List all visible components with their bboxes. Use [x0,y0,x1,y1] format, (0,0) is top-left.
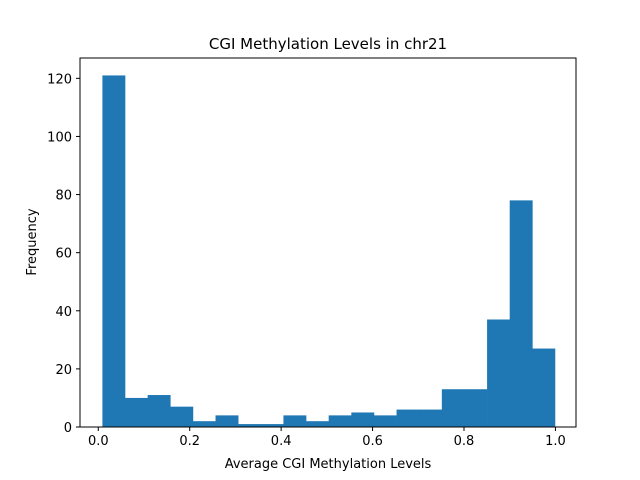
histogram-bar [170,406,194,427]
x-tick-label: 1.0 [545,434,566,449]
y-tick-label: 120 [47,72,72,87]
chart-title: CGI Methylation Levels in chr21 [209,35,447,53]
histogram-bar [192,421,216,427]
x-axis-ticks: 0.0 0.2 0.4 0.6 0.8 1.0 [88,427,566,449]
histogram-bar [260,424,284,427]
histogram-bar [509,200,533,427]
histogram-bar [532,348,556,427]
histogram-bar [328,415,352,427]
histogram-bar [306,421,329,427]
histogram-bar [373,415,397,427]
y-axis-label: Frequency [25,208,40,275]
y-tick-label: 60 [55,247,72,262]
histogram-bar [125,397,148,427]
x-tick-label: 0.8 [454,434,475,449]
y-tick-label: 0 [64,421,72,436]
x-tick-label: 0.2 [179,434,200,449]
histogram-bar [419,409,443,427]
plot-frame [79,57,577,428]
y-tick-label: 40 [55,305,72,320]
x-tick-label: 0.6 [362,434,383,449]
y-tick-label: 100 [47,130,72,145]
histogram-bar [147,395,171,427]
x-tick-label: 0.4 [271,434,292,449]
histogram-bar [238,424,262,427]
histogram-bar [487,319,511,427]
y-tick-label: 20 [55,363,72,378]
histogram-bar [102,75,126,428]
bars-group [102,75,556,428]
x-axis-label: Average CGI Methylation Levels [225,457,432,472]
y-tick-label: 80 [55,189,72,204]
histogram-bar [351,412,375,427]
histogram-bar [441,389,465,427]
histogram-bar [464,389,488,427]
x-tick-label: 0.0 [88,434,109,449]
histogram-bar [215,415,239,427]
histogram-bar [283,415,307,427]
histogram-bar [396,409,420,427]
y-axis-ticks: 0 20 40 60 80 100 120 [47,72,80,436]
